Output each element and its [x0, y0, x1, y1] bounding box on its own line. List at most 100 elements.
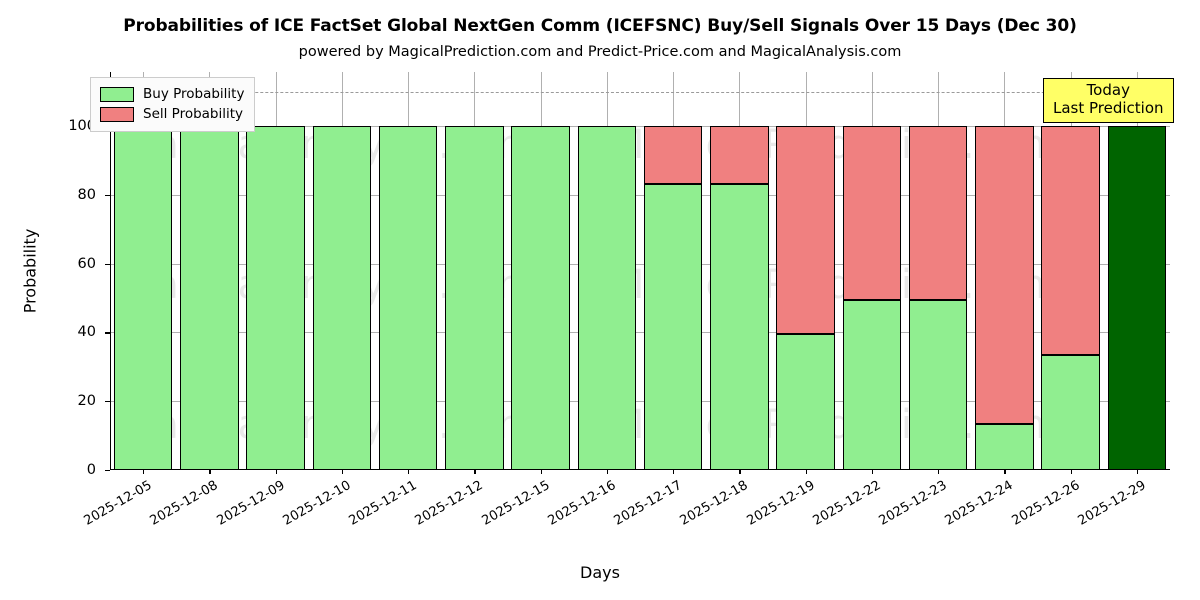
x-tick-label: 2025-12-17: [611, 478, 685, 529]
chart-legend: Buy Probability Sell Probability: [90, 77, 256, 132]
x-tick-mark: [606, 470, 609, 474]
x-tick-mark: [474, 470, 476, 474]
y-gridline: [110, 332, 1170, 334]
y-tick-mark: [105, 263, 110, 265]
bar-segment-buy[interactable]: [378, 126, 438, 470]
x-tick-label: 2025-12-29: [1075, 478, 1149, 529]
x-tick-label: 2025-12-16: [545, 478, 619, 529]
legend-label-sell: Sell Probability: [143, 106, 244, 122]
y-tick-label: 20: [77, 393, 96, 410]
x-axis-label: Days: [580, 563, 620, 582]
chart-title: Probabilities of ICE FactSet Global Next…: [123, 16, 1077, 36]
x-tick-mark: [1004, 470, 1006, 474]
bar-group[interactable]: [113, 72, 173, 470]
y-gridline: [110, 194, 1170, 196]
bar-segment-sell[interactable]: [776, 126, 835, 335]
bar-group[interactable]: [445, 72, 504, 470]
bar-segment-buy[interactable]: [312, 126, 372, 470]
y-tick-label: 60: [77, 255, 96, 272]
x-tick-label: 2025-12-05: [81, 478, 155, 529]
bar-segment-buy[interactable]: [908, 299, 968, 470]
x-tick-label: 2025-12-12: [412, 478, 486, 529]
x-tick-label: 2025-12-26: [1009, 478, 1083, 529]
bar-group[interactable]: [776, 72, 835, 470]
x-tick-mark: [805, 470, 807, 474]
bar-segment-sell[interactable]: [908, 126, 968, 300]
x-tick-mark: [143, 470, 145, 474]
x-tick-mark: [1070, 470, 1072, 474]
bar-group[interactable]: [180, 72, 239, 470]
x-tick-label: 2025-12-18: [677, 478, 751, 529]
reference-line: [110, 91, 1170, 93]
x-tick-mark: [739, 470, 741, 474]
y-tick-label: 80: [77, 186, 96, 203]
x-tick-label: 2025-12-15: [479, 478, 553, 529]
plot-area: MagicalAnalysis.comMagicalPrediction.com…: [105, 72, 1170, 474]
bar-segment-buy[interactable]: [1041, 355, 1100, 470]
x-tick-mark: [1136, 470, 1139, 474]
y-tick-label: 40: [77, 324, 96, 341]
bar-segment-buy[interactable]: [643, 184, 703, 470]
x-tick-label: 2025-12-22: [810, 478, 884, 529]
x-tick-mark: [938, 470, 940, 474]
bar-segment-sell[interactable]: [643, 126, 703, 185]
bar-segment-buy[interactable]: [710, 184, 769, 470]
bar-segment-sell[interactable]: [710, 126, 769, 185]
x-tick-mark: [673, 470, 675, 474]
bar-segment-today[interactable]: [1107, 126, 1167, 470]
bar-segment-buy[interactable]: [113, 126, 173, 470]
bar-segment-buy[interactable]: [975, 424, 1034, 470]
bar-group[interactable]: [1041, 72, 1100, 470]
bar-segment-sell[interactable]: [842, 126, 902, 300]
legend-item-buy[interactable]: Buy Probability: [100, 84, 244, 104]
y-tick-label: 100: [68, 118, 96, 134]
x-tick-label: 2025-12-08: [147, 478, 221, 529]
bar-group[interactable]: [312, 72, 372, 470]
bar-group[interactable]: [710, 72, 769, 470]
legend-swatch-sell-icon: [100, 106, 134, 122]
bar-group[interactable]: [908, 72, 968, 470]
bar-segment-buy[interactable]: [180, 126, 239, 470]
x-tick-mark: [871, 470, 874, 474]
bar-segment-buy[interactable]: [246, 126, 305, 470]
x-tick-label: 2025-12-10: [280, 478, 354, 529]
y-gridline: [110, 126, 1170, 127]
y-axis-label: Probability: [20, 228, 40, 314]
y-gridline: [110, 263, 1170, 265]
bar-group[interactable]: [378, 72, 438, 470]
bar-group[interactable]: [975, 72, 1034, 470]
x-tick-mark: [341, 470, 344, 474]
bar-segment-buy[interactable]: [842, 299, 902, 470]
x-tick-mark: [209, 470, 211, 474]
x-tick-mark: [540, 470, 542, 474]
x-tick-label: 2025-12-24: [942, 478, 1016, 529]
x-tick-label: 2025-12-11: [346, 478, 420, 529]
bar-segment-sell[interactable]: [975, 126, 1034, 425]
x-tick-label: 2025-12-09: [214, 478, 288, 529]
x-tick-label: 2025-12-19: [744, 478, 818, 529]
chart-subtitle: powered by MagicalPrediction.com and Pre…: [298, 44, 902, 60]
x-tick-mark: [275, 470, 277, 474]
y-tick-label: 0: [86, 462, 96, 478]
bar-group[interactable]: [577, 72, 637, 470]
y-gridline: [110, 401, 1170, 403]
bar-segment-buy[interactable]: [577, 126, 637, 470]
x-tick-label: 2025-12-23: [876, 478, 950, 529]
bar-group[interactable]: [1107, 72, 1167, 470]
bar-group[interactable]: [643, 72, 703, 470]
legend-item-sell[interactable]: Sell Probability: [100, 104, 244, 124]
bar-group[interactable]: [842, 72, 902, 470]
bar-segment-buy[interactable]: [776, 334, 835, 470]
y-tick-mark: [105, 470, 110, 472]
y-tick-mark: [105, 401, 110, 403]
bar-segment-buy[interactable]: [445, 126, 504, 470]
y-gridline: [110, 470, 1170, 471]
bar-segment-sell[interactable]: [1041, 126, 1100, 356]
y-tick-mark: [105, 332, 110, 334]
bar-segment-buy[interactable]: [511, 126, 570, 470]
bar-group[interactable]: [511, 72, 570, 470]
legend-label-buy: Buy Probability: [143, 86, 245, 102]
x-tick-mark: [408, 470, 410, 474]
y-tick-mark: [105, 194, 110, 196]
